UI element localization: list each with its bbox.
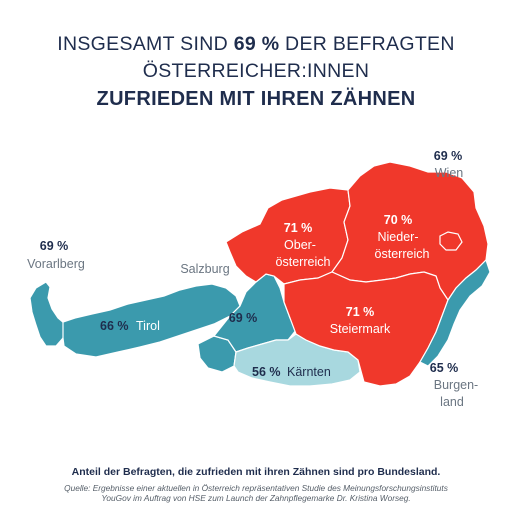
kaernten-percent: 56 % bbox=[252, 365, 281, 379]
region-vorarlberg[interactable] bbox=[29, 281, 65, 347]
oberoesterreich-percent: 71 % bbox=[284, 221, 313, 235]
vorarlberg-percent: 69 % bbox=[40, 239, 69, 253]
title-line-1: INSGESAMT SIND 69 % DER BEFRAGTEN bbox=[57, 33, 455, 55]
region-burgenland[interactable] bbox=[419, 258, 491, 367]
title-line-3: ZUFRIEDEN MIT IHREN ZÄHNEN bbox=[96, 88, 416, 110]
salzburg-name: Salzburg bbox=[180, 262, 229, 276]
kaernten-name: Kärnten bbox=[287, 365, 331, 379]
salzburg-percent: 69 % bbox=[229, 311, 258, 325]
burgenland-name-1: Burgen- bbox=[434, 378, 478, 392]
title-highlight: 69 % bbox=[233, 33, 280, 55]
title-line-2: ÖSTERREICHER:INNEN bbox=[142, 60, 370, 82]
niederoesterreich-percent: 70 % bbox=[384, 213, 413, 227]
region-wien[interactable] bbox=[439, 231, 463, 251]
tirol-name: Tirol bbox=[136, 319, 160, 333]
footer-caption: Anteil der Befragten, die zufrieden mit … bbox=[71, 466, 441, 478]
oberoesterreich-name-2: österreich bbox=[276, 255, 331, 269]
region-oberoesterreich[interactable] bbox=[225, 187, 351, 285]
footer-source-line-1: Quelle: Ergebnisse einer aktuellen in Ös… bbox=[64, 483, 448, 493]
niederoesterreich-name-2: österreich bbox=[375, 247, 430, 261]
footer-source-line-2: YouGov im Auftrag von HSE zum Launch der… bbox=[101, 493, 411, 503]
tirol-percent: 66 % bbox=[100, 319, 129, 333]
oberoesterreich-name-1: Ober- bbox=[284, 238, 316, 252]
niederoesterreich-name-1: Nieder- bbox=[378, 230, 419, 244]
burgenland-name-2: land bbox=[440, 395, 464, 409]
steiermark-percent: 71 % bbox=[346, 305, 375, 319]
steiermark-name: Steiermark bbox=[330, 322, 391, 336]
vorarlberg-name: Vorarlberg bbox=[27, 257, 85, 271]
burgenland-percent: 65 % bbox=[430, 361, 459, 375]
wien-percent: 69 % bbox=[434, 149, 463, 163]
wien-name: Wien bbox=[435, 166, 464, 180]
